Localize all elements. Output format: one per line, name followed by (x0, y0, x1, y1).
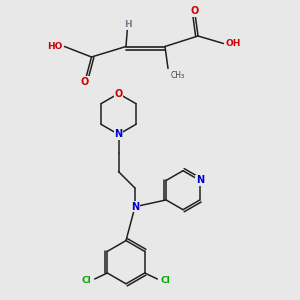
Text: Cl: Cl (82, 276, 92, 285)
Text: CH₃: CH₃ (170, 71, 184, 80)
Text: N: N (131, 202, 139, 212)
Text: O: O (191, 6, 199, 16)
Text: O: O (81, 77, 89, 87)
Text: H: H (124, 20, 131, 29)
Text: O: O (114, 88, 123, 99)
Text: N: N (114, 129, 123, 140)
Text: Cl: Cl (160, 276, 170, 285)
Text: HO: HO (47, 42, 62, 51)
Text: N: N (196, 176, 204, 185)
Text: OH: OH (226, 39, 241, 48)
